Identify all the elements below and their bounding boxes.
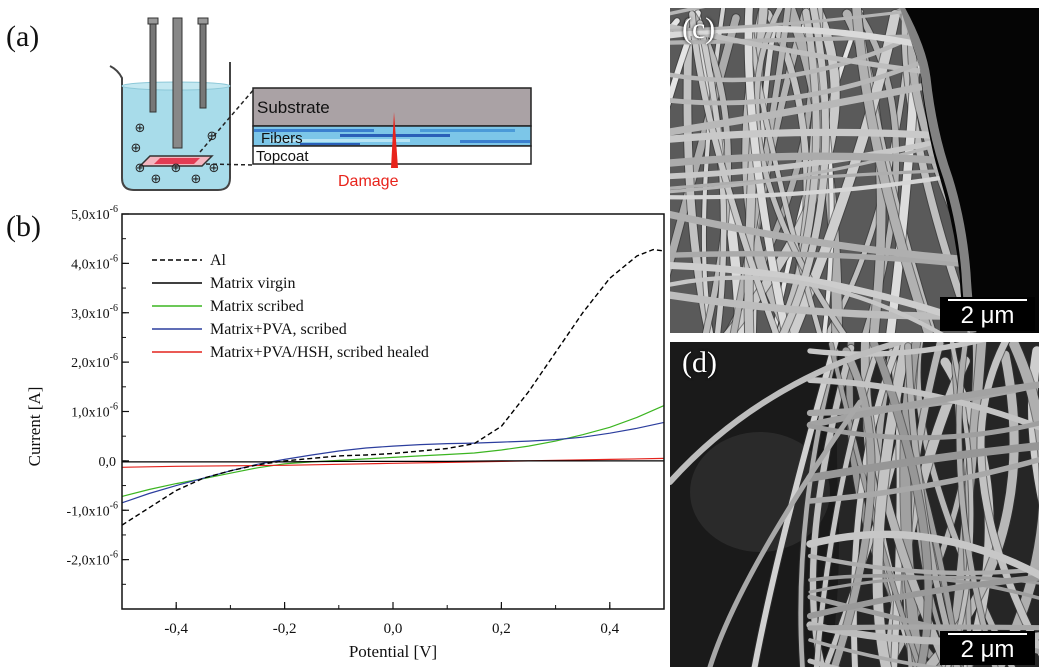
panel-b-label: (b) (6, 210, 41, 243)
topcoat-label: Topcoat (256, 148, 309, 165)
fiber-micrograph-c (670, 8, 1039, 333)
ion-symbol: ⊕ (207, 129, 218, 144)
ion-symbol: ⊕ (135, 121, 146, 136)
working-electrode (172, 17, 183, 149)
panel-a-label: (a) (6, 20, 40, 53)
scale-bar-d-text: 2 μm (960, 636, 1015, 663)
scale-bar-c-text: 2 μm (960, 302, 1015, 329)
x-tick-label: -0,2 (273, 621, 297, 637)
panel-b-chart: (b) -0,4 -0,2 0,0 0,2 0,4 5,0x10-6 4,0x10-6 3,0… (0, 200, 670, 667)
beaker (109, 62, 231, 191)
ions: ⊕ ⊕ ⊕ ⊕ ⊕ ⊕ ⊕ ⊕ (131, 121, 220, 187)
series-line-virgin (122, 460, 664, 463)
y-axis-label: Current [A] (25, 387, 44, 467)
damage-wedge (391, 112, 398, 168)
ion-symbol: ⊕ (171, 161, 182, 176)
ion-symbol: ⊕ (135, 161, 146, 176)
legend-label-scribed: Matrix scribed (210, 298, 304, 315)
scale-bar-c: 2 μm (940, 297, 1035, 331)
sem-image-c: (c) 2 μm (670, 8, 1039, 333)
plot-frame (121, 213, 665, 610)
y-tick-label: 5,0x10-6 (71, 204, 118, 223)
counter-electrode (199, 19, 207, 109)
current-potential-chart: -0,4 -0,2 0,0 0,2 0,4 5,0x10-6 4,0x10-6 3,0x10-… (25, 204, 665, 661)
electrochemical-cell-diagram: ⊕ ⊕ ⊕ ⊕ ⊕ ⊕ ⊕ ⊕ Substrate Fibers Topcoat Damage (109, 17, 532, 191)
panel-d-label: (d) (682, 346, 717, 379)
y-tick-label: 4,0x10-6 (71, 253, 118, 272)
sem-image-d: (d) 2 μm (670, 342, 1039, 667)
fibers-layer (252, 125, 532, 147)
x-tick-label: -0,4 (164, 621, 188, 637)
substrate-layer (252, 87, 532, 127)
ion-symbol: ⊕ (131, 141, 142, 156)
y-tick-label: 3,0x10-6 (71, 303, 118, 322)
legend: Al Matrix virgin Matrix scribed Matrix+PVA,… (152, 252, 429, 361)
series-line-scribed (121, 405, 665, 497)
panel-a-schematic: (a) ⊕ ⊕ ⊕ ⊕ ⊕ ⊕ ⊕ ⊕ Su (0, 0, 560, 200)
dark-region (900, 8, 1039, 333)
x-tick-label: 0,0 (384, 621, 403, 637)
ion-symbol: ⊕ (151, 172, 162, 187)
legend-label-pva: Matrix+PVA, scribed (210, 321, 347, 338)
legend-label-healed: Matrix+PVA/HSH, scribed healed (210, 344, 429, 361)
substrate-label: Substrate (257, 98, 330, 117)
reference-electrode (149, 19, 157, 113)
x-tick-label: 0,2 (492, 621, 511, 637)
y-tick-label: -1,0x10-6 (66, 500, 118, 519)
y-tick-label: 2,0x10-6 (71, 352, 118, 371)
y-tick-label: -2,0x10-6 (66, 550, 118, 569)
y-tick-label: 0,0 (99, 455, 117, 470)
series-line-healed (121, 457, 665, 468)
series-line-al (121, 248, 665, 526)
y-tick-label: 1,0x10-6 (71, 402, 118, 421)
ion-symbol: ⊕ (191, 172, 202, 187)
x-axis-label: Potential [V] (349, 642, 437, 661)
fiber-micrograph-d (670, 342, 1039, 667)
legend-label-virgin: Matrix virgin (210, 275, 295, 292)
scale-bar-d: 2 μm (940, 631, 1035, 665)
panel-c-label: (c) (682, 12, 716, 45)
fibers-label: Fibers (261, 130, 303, 147)
damage-label: Damage (338, 173, 399, 190)
legend-label-al: Al (210, 252, 227, 269)
ion-symbol: ⊕ (209, 161, 220, 176)
x-tick-label: 0,4 (600, 621, 619, 637)
series-line-pva (121, 421, 665, 504)
